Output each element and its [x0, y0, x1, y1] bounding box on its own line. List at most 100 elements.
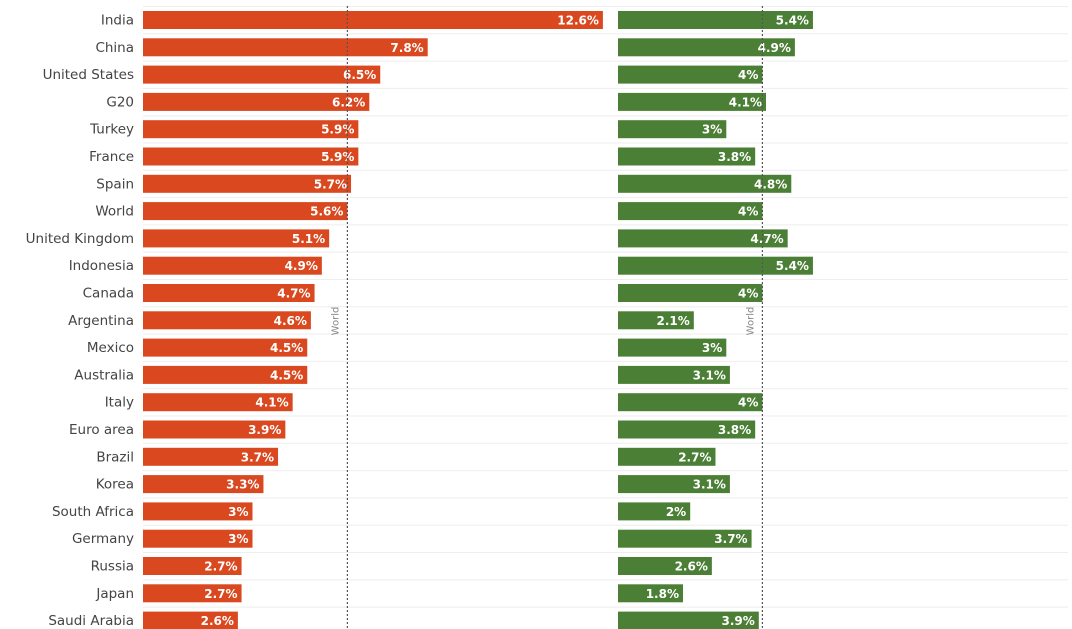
value-label-india: 12.6% — [557, 14, 599, 28]
category-label-brazil: Brazil — [96, 449, 134, 465]
bar-canada — [618, 284, 763, 302]
grid — [143, 6, 1068, 608]
bar-argentina — [143, 311, 311, 330]
bar-italy — [143, 393, 293, 412]
category-label-argentina: Argentina — [68, 313, 134, 329]
reference-line-label: World — [330, 307, 341, 336]
value-label-india: 5.4% — [776, 14, 809, 28]
bar-spain — [143, 174, 352, 193]
value-label-south-africa: 3% — [228, 505, 248, 519]
category-label-g20: G20 — [106, 94, 134, 110]
category-label-australia: Australia — [74, 367, 134, 383]
category-label-korea: Korea — [96, 477, 134, 493]
value-label-g20: 4.1% — [729, 95, 762, 109]
category-label-italy: Italy — [105, 395, 134, 411]
value-label-mexico: 4.5% — [270, 341, 303, 355]
bar-euro-area — [143, 420, 286, 439]
category-label-germany: Germany — [72, 531, 134, 547]
value-label-spain: 5.7% — [314, 177, 347, 191]
category-label-japan: Japan — [95, 586, 134, 602]
bar-brazil — [618, 447, 716, 466]
value-label-turkey: 5.9% — [321, 123, 354, 137]
bar-united-states — [618, 65, 763, 84]
value-label-argentina: 2.1% — [657, 314, 690, 328]
category-label-turkey: Turkey — [89, 122, 134, 138]
value-label-united-kingdom: 5.1% — [292, 232, 325, 246]
value-label-germany: 3.7% — [714, 532, 747, 546]
category-label-france: France — [89, 149, 134, 165]
value-label-russia: 2.7% — [204, 560, 237, 574]
bar-india — [143, 11, 603, 29]
bar-russia — [618, 557, 712, 575]
bar-turkey — [618, 120, 727, 139]
bar-brazil — [143, 447, 279, 466]
value-label-united-states: 6.5% — [343, 68, 376, 82]
value-label-indonesia: 5.4% — [776, 259, 809, 273]
bar-mexico — [143, 338, 308, 357]
bar-china — [143, 38, 428, 57]
bar-france — [618, 147, 756, 166]
value-label-china: 4.9% — [758, 41, 791, 55]
bar-china — [618, 38, 795, 57]
value-label-russia: 2.6% — [675, 560, 708, 574]
category-label-united-kingdom: United Kingdom — [26, 231, 134, 247]
bar-india — [618, 11, 813, 29]
value-label-germany: 3% — [228, 532, 248, 546]
bar-australia — [618, 365, 730, 384]
bar-russia — [143, 557, 242, 575]
category-label-china: China — [95, 40, 134, 56]
category-label-spain: Spain — [96, 176, 134, 192]
bar-korea — [143, 475, 264, 494]
bar-saudi-arabia — [618, 611, 759, 629]
bar-united-states — [143, 65, 381, 84]
bar-united-kingdom — [618, 229, 788, 248]
value-label-world: 4% — [738, 205, 758, 219]
bar-south-africa — [143, 502, 253, 521]
value-label-japan: 1.8% — [646, 587, 679, 601]
bar-g20 — [618, 92, 767, 111]
value-label-italy: 4% — [738, 396, 758, 410]
value-label-canada: 4% — [738, 287, 758, 301]
value-label-brazil: 2.7% — [678, 450, 711, 464]
value-label-euro-area: 3.9% — [248, 423, 281, 437]
value-label-south-africa: 2% — [666, 505, 686, 519]
category-label-canada: Canada — [83, 286, 134, 302]
bar-united-kingdom — [143, 229, 330, 248]
category-label-world: World — [95, 204, 134, 220]
category-label-south-africa: South Africa — [52, 504, 134, 520]
bar-japan — [618, 584, 683, 603]
value-label-world: 5.6% — [310, 205, 343, 219]
category-label-russia: Russia — [91, 559, 134, 575]
category-label-indonesia: Indonesia — [69, 258, 134, 274]
value-label-canada: 4.7% — [277, 287, 310, 301]
bar-south-africa — [618, 502, 691, 521]
bar-canada — [143, 284, 315, 302]
bar-turkey — [143, 120, 359, 139]
value-label-brazil: 3.7% — [241, 450, 274, 464]
value-label-korea: 3.1% — [693, 478, 726, 492]
bar-indonesia — [618, 256, 813, 275]
bar-argentina — [618, 311, 694, 330]
value-label-saudi-arabia: 3.9% — [722, 614, 755, 628]
value-label-indonesia: 4.9% — [285, 259, 318, 273]
bar-g20 — [143, 92, 370, 111]
bar-spain — [618, 174, 792, 193]
value-label-korea: 3.3% — [226, 478, 259, 492]
bar-japan — [143, 584, 242, 603]
category-label-saudi-arabia: Saudi Arabia — [48, 613, 134, 629]
category-label-united-states: United States — [43, 67, 134, 83]
bar-world — [143, 202, 348, 221]
value-label-argentina: 4.6% — [274, 314, 307, 328]
value-label-united-states: 4% — [738, 68, 758, 82]
value-label-japan: 2.7% — [204, 587, 237, 601]
value-label-united-kingdom: 4.7% — [750, 232, 783, 246]
bar-euro-area — [618, 420, 756, 439]
left-panel: 12.6% 7.8% 6.5% 6.2% 5.9% 5.9% 5.7% 5.6% 5.1% 4.9… — [143, 6, 603, 629]
right-panel: 5.4%4.9%4%4.1%3%3.8%4.8%4%4.7%5.4%4%2.1%… — [618, 6, 813, 629]
value-label-italy: 4.1% — [255, 396, 288, 410]
bar-mexico — [618, 338, 727, 357]
bar-australia — [143, 365, 308, 384]
value-label-mexico: 3% — [702, 341, 722, 355]
bar-indonesia — [143, 256, 322, 275]
